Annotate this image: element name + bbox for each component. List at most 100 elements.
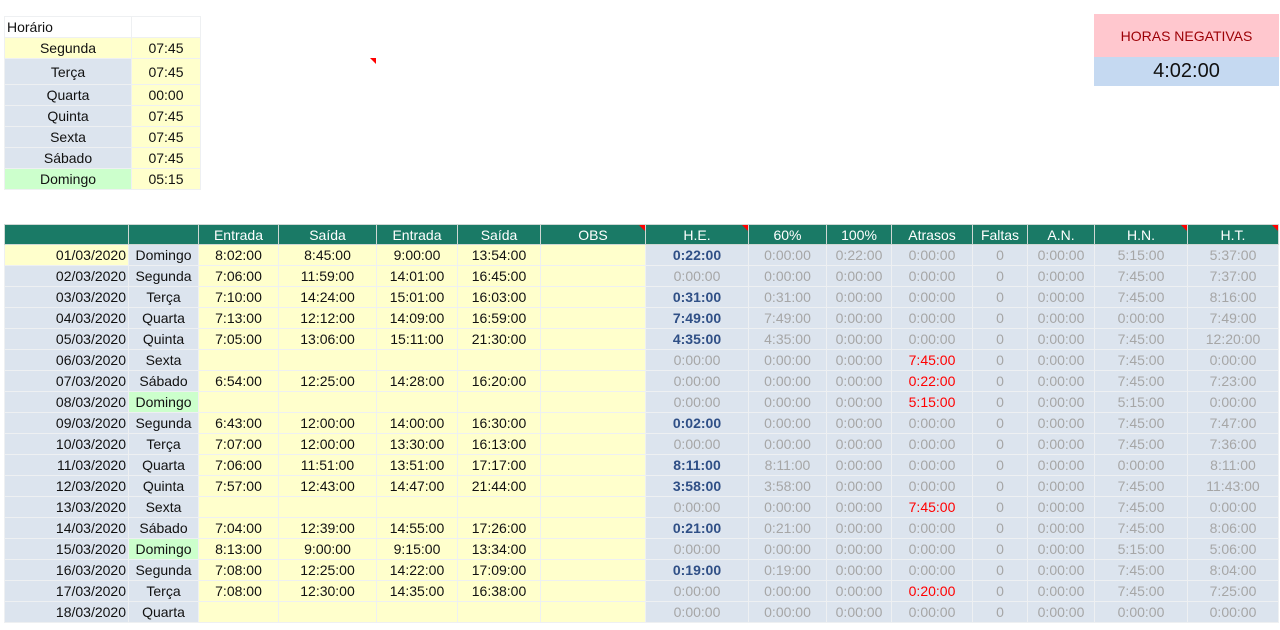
cell-faltas[interactable]: 0 bbox=[972, 391, 1028, 413]
cell-saida-2[interactable]: 16:45:00 bbox=[457, 265, 541, 287]
cell-100[interactable]: 0:00:00 bbox=[826, 412, 892, 434]
cell-saida-2[interactable]: 16:13:00 bbox=[457, 433, 541, 455]
cell-60[interactable]: 0:31:00 bbox=[748, 286, 827, 308]
cell-an[interactable]: 0:00:00 bbox=[1027, 265, 1095, 287]
cell-100[interactable]: 0:00:00 bbox=[826, 391, 892, 413]
cell-atrasos[interactable]: 0:00:00 bbox=[891, 538, 973, 560]
cell-he[interactable]: 0:02:00 bbox=[645, 412, 749, 434]
cell-day[interactable]: Segunda bbox=[128, 559, 199, 581]
cell-faltas[interactable]: 0 bbox=[972, 601, 1028, 623]
cell-100[interactable]: 0:00:00 bbox=[826, 475, 892, 497]
cell-date[interactable]: 11/03/2020 bbox=[4, 454, 129, 476]
cell-faltas[interactable]: 0 bbox=[972, 538, 1028, 560]
schedule-day[interactable]: Terça bbox=[4, 58, 132, 85]
cell-obs[interactable] bbox=[540, 433, 646, 455]
cell-an[interactable]: 0:00:00 bbox=[1027, 244, 1095, 266]
cell-faltas[interactable]: 0 bbox=[972, 475, 1028, 497]
header-entrada-2[interactable]: Entrada bbox=[376, 224, 458, 245]
cell-faltas[interactable]: 0 bbox=[972, 433, 1028, 455]
cell-date[interactable]: 14/03/2020 bbox=[4, 517, 129, 539]
header-ht[interactable]: H.T. bbox=[1187, 224, 1279, 245]
cell-atrasos[interactable]: 0:00:00 bbox=[891, 328, 973, 350]
cell-date[interactable]: 09/03/2020 bbox=[4, 412, 129, 434]
schedule-day[interactable]: Segunda bbox=[4, 37, 132, 59]
cell-atrasos[interactable]: 0:00:00 bbox=[891, 265, 973, 287]
cell-he[interactable]: 0:00:00 bbox=[645, 496, 749, 518]
cell-obs[interactable] bbox=[540, 286, 646, 308]
cell-ht[interactable]: 5:06:00 bbox=[1187, 538, 1279, 560]
cell-saida-1[interactable]: 12:30:00 bbox=[278, 580, 377, 602]
cell-100[interactable]: 0:00:00 bbox=[826, 496, 892, 518]
cell-an[interactable]: 0:00:00 bbox=[1027, 433, 1095, 455]
schedule-hours[interactable]: 05:15 bbox=[131, 168, 201, 190]
cell-date[interactable]: 07/03/2020 bbox=[4, 370, 129, 392]
cell-saida-2[interactable]: 13:54:00 bbox=[457, 244, 541, 266]
cell-hn[interactable]: 0:00:00 bbox=[1094, 454, 1188, 476]
header-hn[interactable]: H.N. bbox=[1094, 224, 1188, 245]
cell-100[interactable]: 0:00:00 bbox=[826, 433, 892, 455]
cell-entrada-1[interactable]: 7:06:00 bbox=[198, 454, 279, 476]
cell-date[interactable]: 13/03/2020 bbox=[4, 496, 129, 518]
cell-obs[interactable] bbox=[540, 601, 646, 623]
cell-obs[interactable] bbox=[540, 328, 646, 350]
cell-entrada-1[interactable]: 7:06:00 bbox=[198, 265, 279, 287]
cell-an[interactable]: 0:00:00 bbox=[1027, 601, 1095, 623]
cell-he[interactable]: 0:00:00 bbox=[645, 580, 749, 602]
cell-an[interactable]: 0:00:00 bbox=[1027, 517, 1095, 539]
cell-obs[interactable] bbox=[540, 517, 646, 539]
cell-saida-2[interactable]: 16:38:00 bbox=[457, 580, 541, 602]
cell-saida-2[interactable]: 16:30:00 bbox=[457, 412, 541, 434]
cell-date[interactable]: 08/03/2020 bbox=[4, 391, 129, 413]
cell-he[interactable]: 0:00:00 bbox=[645, 538, 749, 560]
cell-saida-2[interactable]: 16:59:00 bbox=[457, 307, 541, 329]
cell-60[interactable]: 0:00:00 bbox=[748, 601, 827, 623]
cell-hn[interactable]: 7:45:00 bbox=[1094, 328, 1188, 350]
negative-hours-value[interactable]: 4:02:00 bbox=[1094, 57, 1279, 86]
schedule-hours[interactable]: 00:00 bbox=[131, 84, 201, 106]
cell-an[interactable]: 0:00:00 bbox=[1027, 580, 1095, 602]
header-atrasos[interactable]: Atrasos bbox=[891, 224, 973, 245]
cell-entrada-2[interactable]: 14:01:00 bbox=[376, 265, 458, 287]
cell-entrada-1[interactable] bbox=[198, 349, 279, 371]
cell-saida-1[interactable]: 12:25:00 bbox=[278, 370, 377, 392]
cell-hn[interactable]: 7:45:00 bbox=[1094, 496, 1188, 518]
cell-atrasos[interactable]: 5:15:00 bbox=[891, 391, 973, 413]
cell-day[interactable]: Segunda bbox=[128, 265, 199, 287]
cell-hn[interactable]: 5:15:00 bbox=[1094, 538, 1188, 560]
cell-entrada-2[interactable]: 14:22:00 bbox=[376, 559, 458, 581]
schedule-day[interactable]: Quarta bbox=[4, 84, 132, 106]
cell-entrada-2[interactable]: 13:30:00 bbox=[376, 433, 458, 455]
cell-entrada-1[interactable]: 8:02:00 bbox=[198, 244, 279, 266]
cell-day[interactable]: Quinta bbox=[128, 475, 199, 497]
cell-obs[interactable] bbox=[540, 412, 646, 434]
header-100[interactable]: 100% bbox=[826, 224, 892, 245]
cell-faltas[interactable]: 0 bbox=[972, 307, 1028, 329]
cell-saida-1[interactable]: 12:39:00 bbox=[278, 517, 377, 539]
cell-entrada-1[interactable]: 7:05:00 bbox=[198, 328, 279, 350]
cell-faltas[interactable]: 0 bbox=[972, 496, 1028, 518]
header-saida-1[interactable]: Saída bbox=[278, 224, 377, 245]
cell-date[interactable]: 15/03/2020 bbox=[4, 538, 129, 560]
cell-saida-1[interactable] bbox=[278, 349, 377, 371]
cell-obs[interactable] bbox=[540, 265, 646, 287]
cell-entrada-2[interactable]: 14:00:00 bbox=[376, 412, 458, 434]
cell-hn[interactable]: 0:00:00 bbox=[1094, 307, 1188, 329]
header-date[interactable] bbox=[4, 224, 129, 245]
cell-an[interactable]: 0:00:00 bbox=[1027, 391, 1095, 413]
cell-atrasos[interactable]: 0:00:00 bbox=[891, 559, 973, 581]
cell-entrada-2[interactable]: 14:28:00 bbox=[376, 370, 458, 392]
cell-atrasos[interactable]: 0:00:00 bbox=[891, 433, 973, 455]
cell-an[interactable]: 0:00:00 bbox=[1027, 307, 1095, 329]
cell-an[interactable]: 0:00:00 bbox=[1027, 496, 1095, 518]
cell-100[interactable]: 0:22:00 bbox=[826, 244, 892, 266]
cell-entrada-1[interactable]: 7:13:00 bbox=[198, 307, 279, 329]
cell-60[interactable]: 7:49:00 bbox=[748, 307, 827, 329]
cell-60[interactable]: 0:00:00 bbox=[748, 265, 827, 287]
cell-atrasos[interactable]: 0:00:00 bbox=[891, 601, 973, 623]
cell-faltas[interactable]: 0 bbox=[972, 244, 1028, 266]
cell-ht[interactable]: 8:06:00 bbox=[1187, 517, 1279, 539]
cell-he[interactable]: 0:00:00 bbox=[645, 433, 749, 455]
cell-faltas[interactable]: 0 bbox=[972, 370, 1028, 392]
cell-hn[interactable]: 7:45:00 bbox=[1094, 370, 1188, 392]
cell-60[interactable]: 4:35:00 bbox=[748, 328, 827, 350]
